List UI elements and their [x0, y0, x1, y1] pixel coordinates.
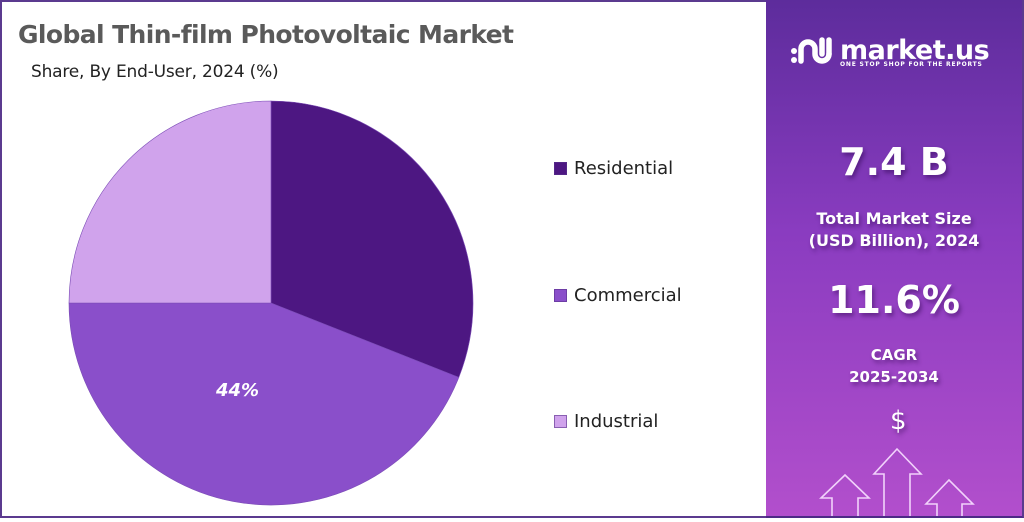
legend-item-commercial: Commercial: [554, 285, 682, 306]
stats-sidebar: market.us ONE STOP SHOP FOR THE REPORTS …: [766, 0, 1024, 518]
market-size-label-line2: (USD Billion), 2024: [808, 231, 980, 250]
legend-swatch-commercial: [554, 289, 567, 302]
legend-swatch-industrial: [554, 415, 567, 428]
market-size-label: Total Market Size (USD Billion), 2024: [766, 208, 1022, 252]
growth-arrows-icon: [819, 447, 975, 516]
brand-logo: market.us: [790, 34, 990, 68]
dollar-icon: $: [890, 406, 907, 436]
chart-title: Global Thin-film Photovoltaic Market: [18, 20, 514, 49]
cagr-label: CAGR 2025-2034: [766, 344, 1022, 388]
pie-slice-residential: [270, 100, 474, 378]
legend-label: Industrial: [574, 411, 659, 432]
legend-item-residential: Residential: [554, 158, 673, 179]
pie-chart: [68, 100, 474, 506]
pie-slice-industrial: [68, 100, 272, 304]
legend-label: Commercial: [574, 285, 682, 306]
brand-name: market.us: [840, 35, 990, 66]
market-us-logo-icon: [791, 37, 832, 64]
commercial-slice-label: 44%: [216, 380, 260, 401]
pie-slice-commercial: [68, 302, 460, 506]
legend-item-industrial: Industrial: [554, 411, 658, 432]
pie-svg: [68, 100, 474, 506]
cagr-label-line1: CAGR: [870, 346, 918, 364]
legend-label: Residential: [574, 158, 674, 179]
market-size-value: 7.4 B: [839, 140, 949, 184]
chart-subtitle: Share, By End-User, 2024 (%): [31, 62, 279, 82]
brand-tagline: ONE STOP SHOP FOR THE REPORTS: [840, 61, 983, 68]
cagr-value: 11.6%: [828, 278, 960, 322]
market-size-label-line1: Total Market Size: [816, 209, 972, 228]
chart-panel: Global Thin-film Photovoltaic Market Sha…: [0, 0, 766, 518]
legend-swatch-residential: [554, 162, 567, 175]
cagr-label-line2: 2025-2034: [849, 368, 939, 386]
